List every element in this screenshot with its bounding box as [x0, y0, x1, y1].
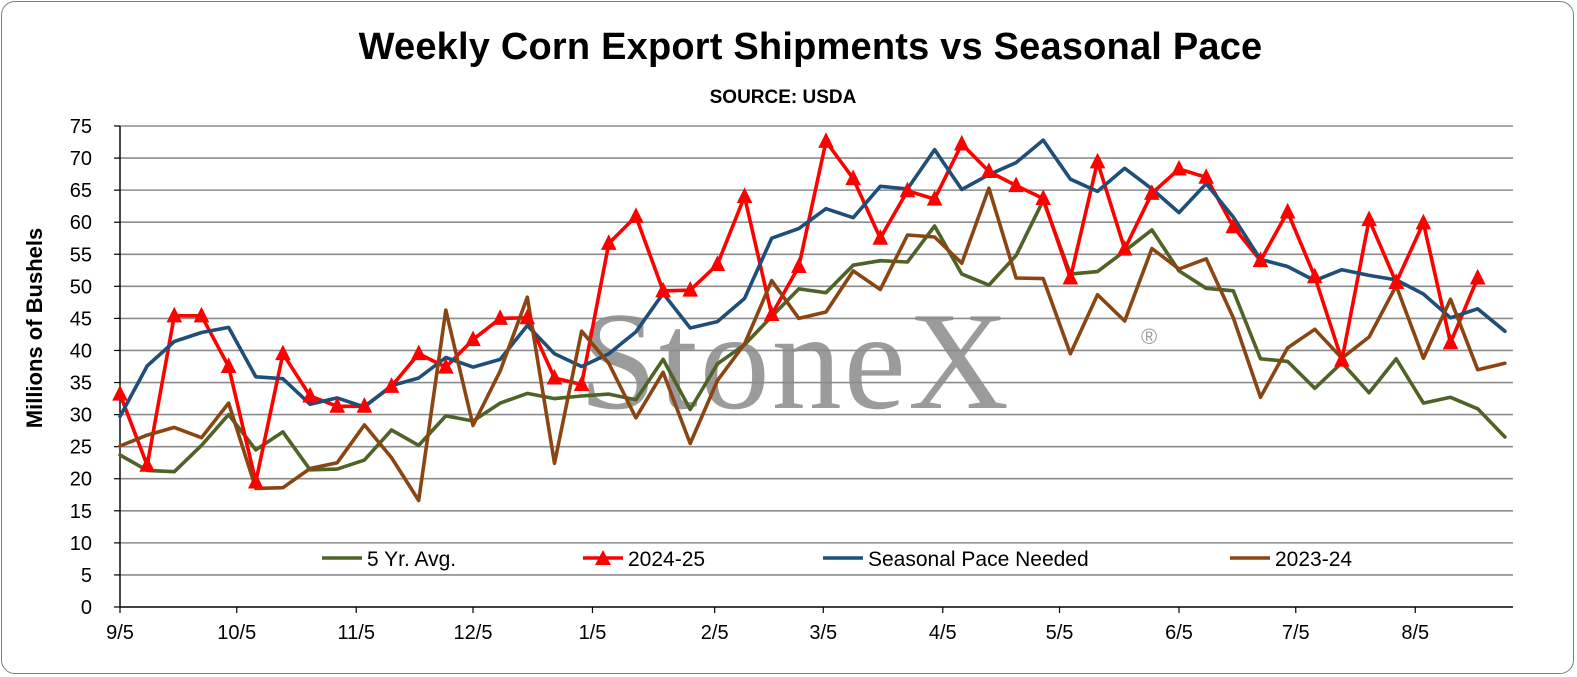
y-tick-label: 75: [70, 116, 92, 138]
legend-label: Seasonal Pace Needed: [868, 548, 1089, 571]
data-point-marker: [356, 397, 373, 413]
data-point-marker: [1388, 273, 1405, 289]
data-point-marker: [981, 162, 997, 179]
x-tick-label: 9/5: [106, 622, 134, 644]
x-tick-label: 11/5: [338, 622, 375, 644]
y-tick-label: 25: [70, 437, 92, 459]
data-point-marker: [573, 375, 590, 391]
y-tick-label: 45: [70, 308, 92, 330]
data-point-marker: [953, 134, 970, 151]
data-point-marker: [1171, 159, 1187, 176]
data-point-marker: [492, 309, 508, 325]
data-point-marker: [1442, 333, 1459, 350]
data-point-marker: [600, 234, 617, 250]
data-point-marker: [383, 377, 400, 393]
data-point-marker: [1035, 189, 1052, 205]
data-point-marker: [220, 357, 237, 373]
data-point-marker: [818, 132, 834, 148]
data-point-marker: [247, 472, 264, 489]
watermark-registered-mark: ®: [1141, 324, 1157, 349]
gridlines: [120, 125, 1513, 576]
data-point-marker: [1008, 176, 1024, 193]
data-point-marker: [1198, 168, 1214, 184]
legend: 5 Yr. Avg. 2024-25 Seasonal Pace Needed 202…: [322, 548, 1352, 571]
data-point-marker: [926, 189, 943, 206]
data-point-marker: [1252, 251, 1269, 268]
y-tick-label: 5: [81, 565, 92, 587]
y-tick-label: 15: [70, 501, 92, 523]
y-tick-label: 20: [70, 469, 92, 491]
data-point-marker: [1279, 202, 1296, 219]
watermark-logo: StoneX: [579, 284, 1011, 439]
data-point-marker: [546, 368, 563, 385]
x-tick-label: 12/5: [454, 622, 493, 644]
data-point-marker: [736, 187, 753, 204]
series-line-seasonal-pace-needed: [118, 138, 1507, 419]
legend-label: 2023-24: [1275, 548, 1352, 571]
y-tick-label: 70: [70, 148, 92, 170]
series-line-2023-24: [118, 186, 1507, 503]
x-tick-label: 1/5: [579, 622, 607, 644]
data-point-marker: [112, 384, 128, 401]
x-tick-label: 8/5: [1401, 622, 1429, 644]
x-tick-label: 7/5: [1282, 622, 1310, 644]
y-tick-label: 50: [70, 276, 92, 298]
y-tick-label: 55: [70, 244, 92, 266]
data-point-marker: [519, 308, 536, 325]
data-point-marker: [438, 358, 454, 374]
data-point-marker: [1116, 240, 1133, 256]
data-point-marker: [1361, 210, 1377, 227]
y-tick-label: 40: [70, 340, 92, 362]
data-point-marker: [410, 344, 427, 361]
data-point-marker: [682, 281, 699, 297]
x-tick-label: 6/5: [1165, 622, 1193, 644]
y-tick-label: 35: [70, 373, 92, 395]
series-markers: [112, 132, 1486, 489]
data-point-marker: [791, 257, 807, 273]
data-point-marker: [302, 386, 318, 403]
x-tick-label: 3/5: [809, 622, 837, 644]
data-point-marker: [329, 397, 346, 413]
data-point-marker: [1144, 184, 1160, 200]
y-axis-label: Millions of Bushels: [22, 228, 47, 428]
chart-title: Weekly Corn Export Shipments vs Seasonal…: [358, 26, 1263, 68]
data-point-marker: [1306, 267, 1323, 284]
data-point-marker: [709, 255, 726, 272]
data-point-marker: [465, 330, 481, 347]
y-tick-label: 10: [70, 533, 92, 555]
x-tick-label: 4/5: [929, 622, 957, 644]
data-point-marker: [1089, 152, 1106, 169]
series-line-5-yr-avg-: [118, 198, 1507, 474]
data-point-marker: [1225, 217, 1242, 234]
data-point-marker: [1469, 268, 1486, 285]
data-point-marker: [655, 281, 671, 298]
legend-label: 5 Yr. Avg.: [367, 548, 456, 571]
x-tick-label: 2/5: [701, 622, 729, 644]
legend-label: 2024-25: [628, 548, 705, 571]
data-point-marker: [628, 207, 644, 223]
data-point-marker: [275, 344, 291, 361]
y-tick-label: 0: [81, 597, 92, 619]
data-point-marker: [845, 169, 861, 186]
chart-subtitle: SOURCE: USDA: [709, 87, 857, 108]
data-point-marker: [1415, 213, 1432, 230]
y-tick-label: 65: [70, 180, 92, 202]
data-point-marker: [193, 306, 210, 323]
y-tick-label: 60: [70, 212, 92, 234]
axes: 0 5 10 15 20 25 30 35 40 45 50 55 60 65 70 75 9/5 10/5 11/…: [70, 116, 1513, 644]
y-tick-label: 30: [70, 405, 92, 427]
data-point-marker: [872, 229, 889, 245]
data-point-marker: [1062, 268, 1079, 285]
data-point-marker: [1334, 350, 1350, 367]
x-tick-label: 5/5: [1046, 622, 1074, 644]
data-point-marker: [166, 306, 183, 323]
data-point-marker: [899, 181, 916, 198]
x-tick-label: 10/5: [217, 622, 256, 644]
legend-marker: [595, 550, 611, 565]
data-point-marker: [763, 305, 780, 322]
data-point-marker: [139, 456, 155, 472]
